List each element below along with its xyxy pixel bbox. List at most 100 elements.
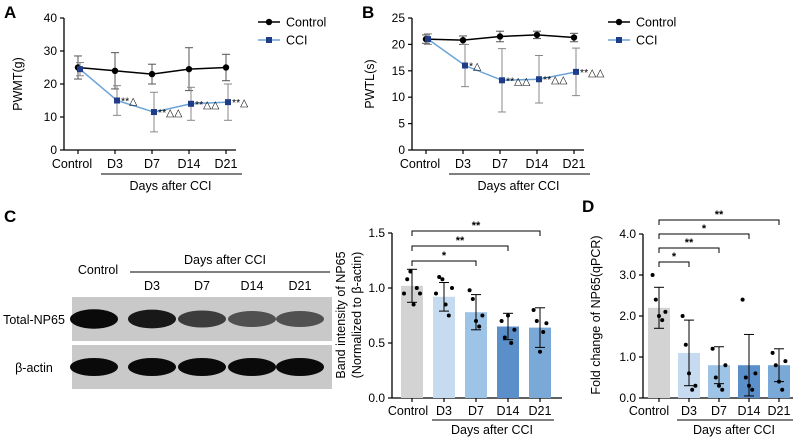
- data-point: [534, 319, 539, 323]
- data-point: [777, 379, 781, 384]
- data-point: [773, 363, 778, 368]
- data-point: [450, 286, 454, 290]
- x-axis-label: Days after CCI: [130, 179, 212, 193]
- y-tick-label: 15: [392, 64, 406, 78]
- blot-band: [228, 311, 276, 327]
- point-cci: [225, 99, 231, 106]
- y-tick-label: 5: [398, 117, 405, 131]
- x-tick-label: D14: [738, 404, 761, 418]
- y-axis-label-sub: (Normalized to β-actin): [350, 252, 364, 379]
- x-tick-label: D21: [563, 157, 586, 171]
- x-tick-label: D21: [529, 404, 552, 418]
- x-tick-label: D7: [144, 157, 160, 171]
- legend-label: Control: [286, 16, 326, 30]
- data-point: [512, 327, 517, 332]
- y-tick-label: 0.0: [368, 391, 385, 405]
- y-tick-label: 0: [398, 143, 405, 157]
- x-tick-label: D14: [497, 404, 520, 418]
- significance-bracket: [411, 245, 509, 251]
- y-tick-label: 10: [392, 90, 406, 104]
- point-control: [185, 65, 193, 73]
- data-point: [506, 313, 510, 318]
- significance-bracket: [658, 261, 690, 267]
- x-axis-label: Days after CCI: [478, 179, 560, 193]
- significance-label: **: [685, 237, 694, 249]
- data-point: [477, 324, 482, 329]
- significance-annotation: **△△: [195, 99, 220, 111]
- y-axis-label: Fold change of NP65(qPCR): [589, 235, 603, 394]
- legend-marker: [265, 18, 273, 26]
- blot-band: [128, 358, 176, 376]
- y-tick-label: 25: [392, 11, 406, 25]
- panel-letter-d: D: [582, 197, 594, 216]
- bar-d7: [465, 312, 487, 398]
- point-cci: [536, 76, 542, 83]
- y-tick-label: 2.0: [619, 309, 636, 323]
- x-tick-label: D21: [215, 157, 238, 171]
- panel-c: C Days after CCI Control D3 D7 D14 D21 Total-N…: [3, 207, 562, 437]
- data-point: [437, 275, 442, 279]
- significance-bracket: [658, 219, 780, 225]
- significance-annotation: **△△: [506, 75, 531, 87]
- blot-row-label: Total-NP65: [3, 313, 65, 327]
- x-axis-label: Days after CCI: [693, 423, 775, 437]
- data-point: [408, 269, 413, 274]
- x-tick-label: Control: [400, 157, 440, 171]
- data-point: [780, 387, 785, 392]
- blot-band: [178, 358, 226, 376]
- data-point: [683, 342, 688, 347]
- data-point: [657, 314, 661, 318]
- data-point: [650, 273, 655, 277]
- point-cci: [425, 36, 431, 43]
- significance-annotation: *△: [469, 61, 482, 73]
- blot-band: [70, 309, 118, 329]
- data-point: [710, 346, 715, 351]
- bar-d14: [497, 326, 519, 398]
- data-point: [687, 371, 691, 376]
- x-tick-label: D3: [681, 404, 697, 418]
- western-blot: Days after CCI Control D3 D7 D14 D21 Total-NP6…: [3, 253, 332, 389]
- point-control: [111, 67, 119, 75]
- bar-control: [648, 307, 670, 398]
- data-point: [750, 387, 755, 392]
- point-control: [496, 33, 504, 40]
- significance-label: *: [672, 251, 677, 263]
- data-point: [434, 291, 438, 296]
- y-tick-label: 0.0: [619, 391, 636, 405]
- bar-d3: [433, 296, 455, 398]
- significance-annotation: **△△: [580, 67, 605, 79]
- point-cci: [188, 100, 194, 107]
- significance-annotation: **△: [232, 97, 249, 109]
- y-tick-label: 3.0: [619, 268, 636, 282]
- data-point: [663, 309, 668, 314]
- point-cci: [499, 77, 505, 84]
- y-axis-label: PWTL(s): [363, 59, 377, 108]
- panel-letter-c: C: [4, 207, 16, 226]
- blot-band: [128, 309, 176, 329]
- bar-d21: [529, 327, 551, 398]
- data-point: [653, 297, 658, 302]
- data-point: [690, 387, 695, 392]
- bar-control: [401, 285, 423, 398]
- significance-annotation: **△△: [543, 74, 568, 86]
- blot-band: [228, 358, 276, 376]
- significance-label: **: [472, 220, 481, 232]
- y-tick-label: 0.5: [368, 336, 385, 350]
- blot-lane-label: Control: [78, 263, 118, 277]
- blot-band: [276, 311, 324, 327]
- panel-letter-b: B: [362, 3, 374, 22]
- significance-label: *: [442, 250, 447, 262]
- data-point: [414, 286, 419, 290]
- legend-marker: [615, 18, 623, 26]
- significance-annotation: **△△: [158, 107, 183, 119]
- data-point: [502, 335, 507, 340]
- data-point: [405, 277, 410, 282]
- significance-label: **: [715, 209, 724, 221]
- x-tick-label: Control: [52, 157, 92, 171]
- x-tick-label: Control: [388, 404, 428, 418]
- data-point: [443, 302, 448, 307]
- x-tick-label: D7: [492, 157, 508, 171]
